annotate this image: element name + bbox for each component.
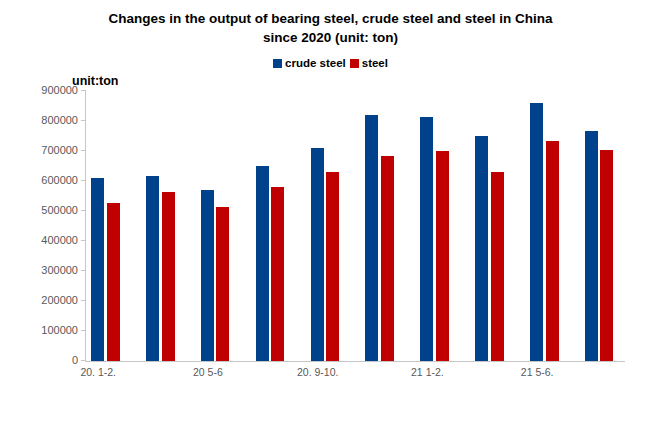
chart-title-line1: Changes in the output of bearing steel, … (0, 9, 661, 28)
y-tick-mark (81, 120, 86, 121)
y-tick-mark (81, 270, 86, 271)
chart-title-line2: since 2020 (unit: ton) (0, 28, 661, 47)
bar-crude-steel-group-4 (256, 166, 269, 360)
unit-annotation: unit:ton (72, 74, 119, 88)
bar-steel-group-2 (162, 192, 175, 361)
x-tick-label-group-1: 20. 1-2. (53, 366, 143, 378)
x-tick-label-group-7: 21 1-2. (382, 366, 472, 378)
legend-item-crude-steel: crude steel (273, 57, 346, 69)
y-tick-mark (81, 330, 86, 331)
legend-swatch-steel (350, 59, 359, 68)
bar-crude-steel-group-5 (311, 148, 324, 361)
bar-steel-group-7 (436, 151, 449, 360)
bar-steel-group-10 (600, 150, 613, 360)
y-tick-mark (81, 150, 86, 151)
bar-steel-group-6 (381, 156, 394, 360)
bar-crude-steel-group-8 (475, 136, 488, 361)
y-tick-mark (81, 240, 86, 241)
bar-steel-group-8 (491, 172, 504, 361)
x-tick-label-group-3: 20 5-6 (163, 366, 253, 378)
y-tick-label-600000: 600000 (0, 174, 78, 187)
y-tick-mark (81, 300, 86, 301)
bar-steel-group-1 (107, 203, 120, 361)
y-tick-mark (81, 360, 86, 361)
bar-crude-steel-group-7 (420, 117, 433, 361)
bar-crude-steel-group-1 (91, 178, 104, 361)
legend-label-crude-steel: crude steel (285, 57, 346, 69)
y-tick-mark (81, 180, 86, 181)
bar-steel-group-9 (546, 141, 559, 361)
chart-canvas: Changes in the output of bearing steel, … (0, 0, 661, 426)
y-tick-mark (81, 90, 86, 91)
y-tick-label-0: 0 (0, 354, 78, 367)
bar-crude-steel-group-3 (201, 190, 214, 360)
x-tick-label-group-9: 21 5-6. (492, 366, 582, 378)
bar-crude-steel-group-6 (365, 115, 378, 361)
y-tick-label-700000: 700000 (0, 144, 78, 157)
chart-title: Changes in the output of bearing steel, … (0, 9, 661, 47)
bar-steel-group-4 (271, 187, 284, 360)
y-tick-mark (81, 210, 86, 211)
x-tick-label-group-5: 20. 9-10. (273, 366, 363, 378)
legend-label-steel: steel (362, 57, 388, 69)
legend-swatch-crude-steel (273, 59, 282, 68)
y-tick-label-200000: 200000 (0, 294, 78, 307)
legend-item-steel: steel (350, 57, 388, 69)
y-tick-label-100000: 100000 (0, 324, 78, 337)
bar-crude-steel-group-2 (146, 176, 159, 360)
bar-steel-group-5 (326, 172, 339, 360)
y-tick-label-800000: 800000 (0, 114, 78, 127)
y-tick-label-900000: 900000 (0, 84, 78, 97)
bar-steel-group-3 (216, 207, 229, 361)
y-tick-label-300000: 300000 (0, 264, 78, 277)
y-tick-label-500000: 500000 (0, 204, 78, 217)
bar-crude-steel-group-9 (530, 103, 543, 360)
legend: crude steel steel (0, 56, 661, 70)
bar-crude-steel-group-10 (585, 131, 598, 360)
plot-area (85, 90, 625, 362)
y-tick-label-400000: 400000 (0, 234, 78, 247)
